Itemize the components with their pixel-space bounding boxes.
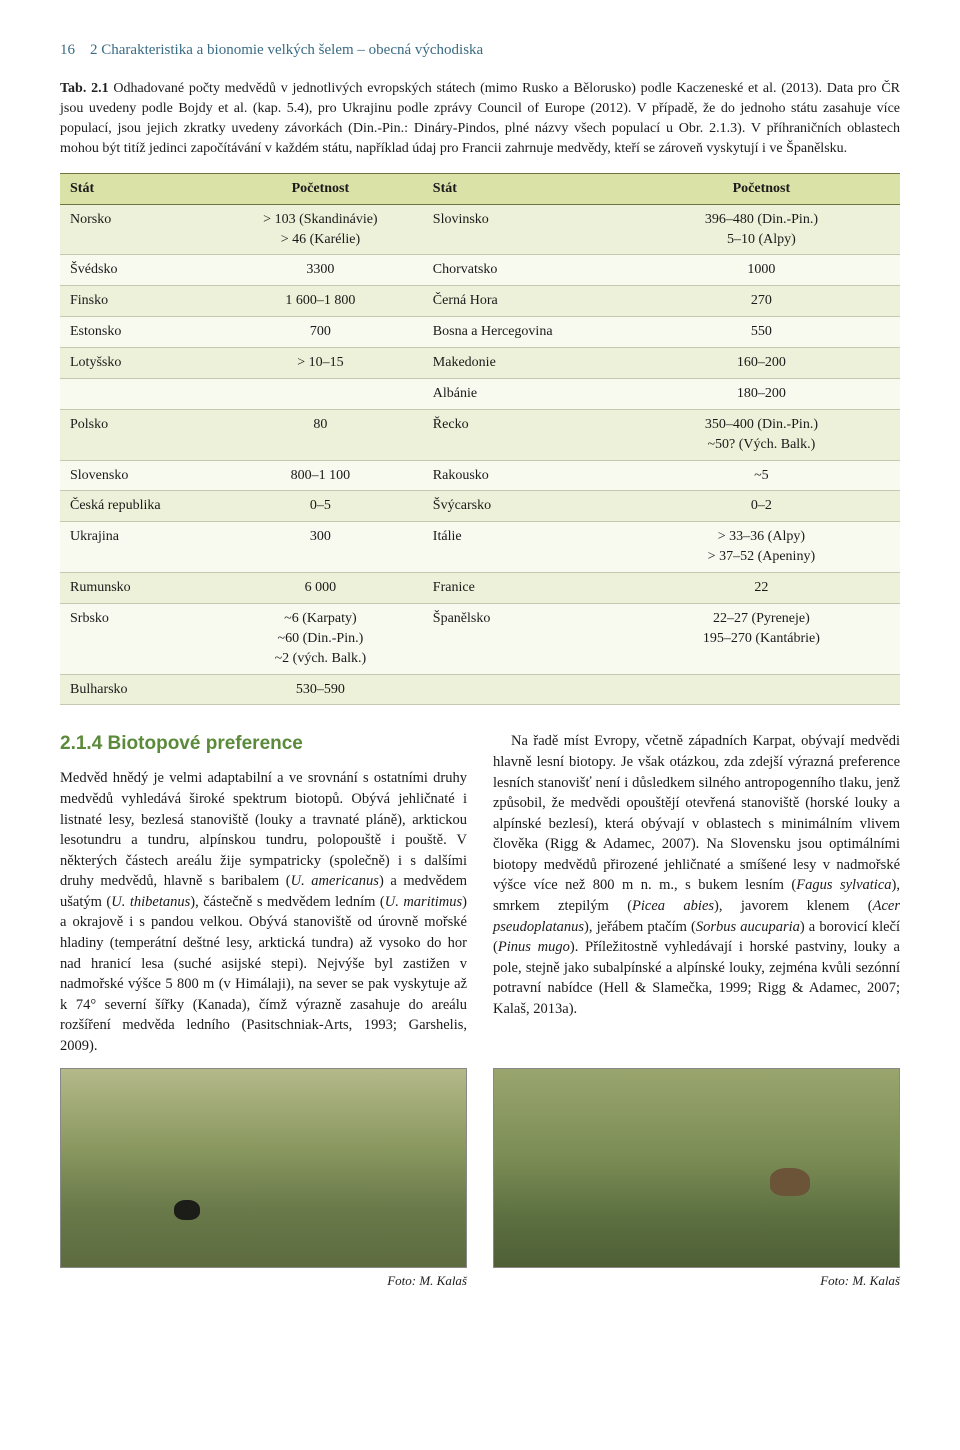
table-cell: Finsko	[60, 286, 228, 317]
population-table: Stát Početnost Stát Početnost Norsko> 10…	[60, 173, 900, 706]
table-cell	[228, 378, 413, 409]
col-stat-1: Stát	[60, 173, 228, 204]
table-cell: ~5	[623, 460, 900, 491]
table-cell: 396–480 (Din.-Pin.)5–10 (Alpy)	[623, 204, 900, 255]
table-cell: Černá Hora	[413, 286, 623, 317]
col-count-2: Početnost	[623, 173, 900, 204]
table-cell: 22–27 (Pyreneje)195–270 (Kantábrie)	[623, 603, 900, 674]
photo-row: Foto: M. Kalaš Foto: M. Kalaš	[60, 1068, 900, 1290]
table-cell: Švýcarsko	[413, 491, 623, 522]
table-cell: Slovensko	[60, 460, 228, 491]
table-cell: Ukrajina	[60, 522, 228, 573]
running-header: 16 2 Charakteristika a bionomie velkých …	[60, 40, 900, 61]
col-count-1: Početnost	[228, 173, 413, 204]
table-cell: Albánie	[413, 378, 623, 409]
table-row: Bulharsko530–590	[60, 674, 900, 705]
table-row: Norsko> 103 (Skandinávie)> 46 (Karélie)S…	[60, 204, 900, 255]
page-number: 16	[60, 40, 90, 61]
photo-right	[493, 1068, 900, 1268]
table-cell: 1 600–1 800	[228, 286, 413, 317]
section-title: Biotopové preference	[108, 733, 303, 754]
table-body: Norsko> 103 (Skandinávie)> 46 (Karélie)S…	[60, 204, 900, 705]
table-cell: 3300	[228, 255, 413, 286]
table-caption-text: Odhadované počty medvědů v jednotlivých …	[60, 81, 900, 156]
body-columns: 2.1.4 Biotopové preference Medvěd hnědý …	[60, 731, 900, 1056]
table-cell: 550	[623, 317, 900, 348]
table-row: Polsko80Řecko350–400 (Din.-Pin.)~50? (Vý…	[60, 409, 900, 460]
table-cell	[623, 674, 900, 705]
table-cell: 6 000	[228, 573, 413, 604]
table-cell: 160–200	[623, 348, 900, 379]
table-cell: Polsko	[60, 409, 228, 460]
section-number: 2.1.4	[60, 733, 102, 754]
table-cell: ~6 (Karpaty)~60 (Din.-Pin.)~2 (vých. Bal…	[228, 603, 413, 674]
table-row: Srbsko~6 (Karpaty)~60 (Din.-Pin.)~2 (výc…	[60, 603, 900, 674]
table-cell: 800–1 100	[228, 460, 413, 491]
table-cell: Rakousko	[413, 460, 623, 491]
table-row: Rumunsko6 000Franice22	[60, 573, 900, 604]
table-cell: 350–400 (Din.-Pin.)~50? (Vých. Balk.)	[623, 409, 900, 460]
table-cell: Estonsko	[60, 317, 228, 348]
table-cell: > 10–15	[228, 348, 413, 379]
table-cell: 0–2	[623, 491, 900, 522]
table-row: Ukrajina300Itálie> 33–36 (Alpy)> 37–52 (…	[60, 522, 900, 573]
table-row: Lotyšsko> 10–15Makedonie160–200	[60, 348, 900, 379]
table-cell: > 33–36 (Alpy)> 37–52 (Apeniny)	[623, 522, 900, 573]
table-cell: Rumunsko	[60, 573, 228, 604]
photo-left	[60, 1068, 467, 1268]
chapter-title: 2 Charakteristika a bionomie velkých šel…	[90, 40, 900, 61]
table-row: Albánie180–200	[60, 378, 900, 409]
table-cell: 22	[623, 573, 900, 604]
table-cell: 80	[228, 409, 413, 460]
table-cell: 700	[228, 317, 413, 348]
col-stat-2: Stát	[413, 173, 623, 204]
table-cell: 270	[623, 286, 900, 317]
table-row: Finsko1 600–1 800Černá Hora270	[60, 286, 900, 317]
table-row: Estonsko700Bosna a Hercegovina550	[60, 317, 900, 348]
table-cell: 0–5	[228, 491, 413, 522]
table-row: Slovensko800–1 100Rakousko~5	[60, 460, 900, 491]
table-cell: Řecko	[413, 409, 623, 460]
table-cell: Bosna a Hercegovina	[413, 317, 623, 348]
photo-right-credit: Foto: M. Kalaš	[493, 1272, 900, 1290]
photo-left-block: Foto: M. Kalaš	[60, 1068, 467, 1290]
table-cell: Srbsko	[60, 603, 228, 674]
table-cell: Chorvatsko	[413, 255, 623, 286]
table-cell	[60, 378, 228, 409]
table-cell: Norsko	[60, 204, 228, 255]
table-cell: Makedonie	[413, 348, 623, 379]
left-column: 2.1.4 Biotopové preference Medvěd hnědý …	[60, 731, 467, 1056]
table-cell: Španělsko	[413, 603, 623, 674]
table-row: Švédsko3300Chorvatsko1000	[60, 255, 900, 286]
right-paragraph: Na řadě míst Evropy, včetně západních Ka…	[493, 731, 900, 1019]
table-cell: 300	[228, 522, 413, 573]
table-cell: 1000	[623, 255, 900, 286]
right-column: Na řadě míst Evropy, včetně západních Ka…	[493, 731, 900, 1056]
table-cell: Franice	[413, 573, 623, 604]
table-cell: 180–200	[623, 378, 900, 409]
table-cell: Česká republika	[60, 491, 228, 522]
table-cell: 530–590	[228, 674, 413, 705]
table-header-row: Stát Početnost Stát Početnost	[60, 173, 900, 204]
table-label: Tab. 2.1	[60, 81, 109, 96]
section-heading: 2.1.4 Biotopové preference	[60, 731, 467, 758]
table-row: Česká republika0–5Švýcarsko0–2	[60, 491, 900, 522]
table-cell: Švédsko	[60, 255, 228, 286]
table-cell: Lotyšsko	[60, 348, 228, 379]
left-paragraph: Medvěd hnědý je velmi adaptabilní a ve s…	[60, 768, 467, 1056]
table-cell: Slovinsko	[413, 204, 623, 255]
table-caption: Tab. 2.1 Odhadované počty medvědů v jedn…	[60, 79, 900, 159]
table-cell: Itálie	[413, 522, 623, 573]
table-cell	[413, 674, 623, 705]
table-cell: Bulharsko	[60, 674, 228, 705]
photo-left-credit: Foto: M. Kalaš	[60, 1272, 467, 1290]
photo-right-block: Foto: M. Kalaš	[493, 1068, 900, 1290]
table-cell: > 103 (Skandinávie)> 46 (Karélie)	[228, 204, 413, 255]
